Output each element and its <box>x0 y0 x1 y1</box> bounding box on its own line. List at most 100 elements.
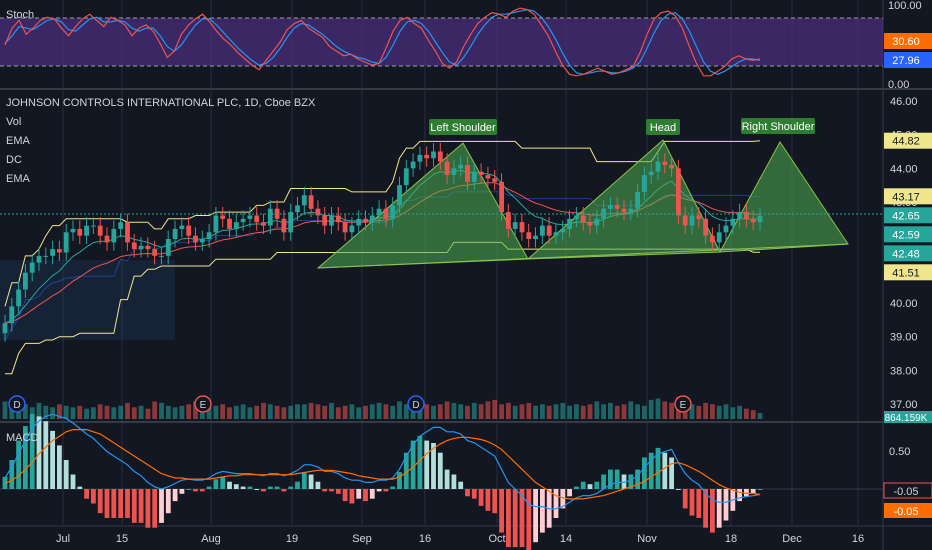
neckline[interactable] <box>317 243 849 269</box>
volume-bar <box>70 407 76 419</box>
svg-text:864.159K: 864.159K <box>885 413 928 424</box>
macd-hist-bar <box>737 489 742 502</box>
candle <box>152 240 158 265</box>
macd-hist-bar <box>478 489 484 506</box>
svg-text:-0.05: -0.05 <box>893 486 918 498</box>
candle <box>206 223 212 248</box>
macd-hist-bar <box>213 479 219 489</box>
candle <box>403 159 409 194</box>
stoch-axis[interactable]: 100.00 0.00 <box>888 0 922 91</box>
candle <box>349 217 355 241</box>
head-shape[interactable] <box>526 139 721 260</box>
candle <box>431 143 436 167</box>
right-shoulder-shape[interactable] <box>719 141 849 253</box>
candle <box>648 163 654 184</box>
pattern-label-head[interactable]: Head <box>646 119 680 135</box>
pattern-label-left-shoulder[interactable]: Left Shoulder <box>429 119 497 135</box>
macd-hist-bar <box>451 474 457 489</box>
candle <box>138 237 144 258</box>
svg-text:Head: Head <box>650 122 676 134</box>
volume-bar <box>376 402 382 419</box>
volume-bar <box>403 404 409 419</box>
time-axis-label: Dec <box>782 533 802 545</box>
pattern-label-right-shoulder[interactable]: Right Shoulder <box>741 118 815 134</box>
svg-text:41.51: 41.51 <box>892 267 920 279</box>
time-axis[interactable]: Jul 15 Aug 19 Sep 16 Oct 14 Nov 18 Dec 1… <box>56 533 864 545</box>
macd-hist-bar <box>642 457 647 489</box>
candle <box>471 163 477 191</box>
volume-bar <box>444 401 450 419</box>
candle <box>437 143 443 170</box>
macd-hist-bar <box>36 416 42 489</box>
macd-hist-bar <box>506 489 511 548</box>
volume-bar <box>247 407 253 419</box>
candle <box>57 240 62 261</box>
candle <box>465 156 470 191</box>
indicator-label-ema[interactable]: EMA <box>6 135 31 147</box>
dividend-event-marker[interactable]: D <box>8 395 26 413</box>
volume-bar <box>587 404 593 419</box>
volume-bar <box>642 405 647 419</box>
candle <box>540 217 545 245</box>
macd-hist-bar <box>131 489 137 523</box>
candle <box>376 200 382 224</box>
volume-bar <box>689 404 695 419</box>
macd-hist-bar <box>9 460 15 489</box>
candle <box>635 183 640 218</box>
price-tag: 41.51 <box>884 264 932 281</box>
macd-axis[interactable]: 0.50 -0.05 -0.05 <box>883 446 932 518</box>
candle <box>417 146 423 170</box>
macd-hist-bar <box>383 489 389 492</box>
volume-bar <box>301 404 307 419</box>
indicator-label-ema[interactable]: EMA <box>6 173 31 185</box>
stoch-value-labels: 30.60 27.96 <box>884 33 932 68</box>
volume-bar <box>111 407 117 419</box>
macd-histogram <box>2 414 763 550</box>
candle <box>601 200 606 228</box>
macd-hist-bar <box>70 474 76 489</box>
volume-bar <box>36 402 42 419</box>
candle <box>676 159 681 224</box>
svg-text:0.00: 0.00 <box>888 79 909 91</box>
volume-bar <box>363 405 368 419</box>
candle <box>159 247 164 265</box>
time-axis-label: 14 <box>560 533 572 545</box>
macd-hist-bar <box>431 443 436 489</box>
macd-hist-bar <box>97 489 103 514</box>
earnings-event-marker[interactable]: E <box>194 395 212 413</box>
dividend-event-marker[interactable]: D <box>407 395 425 413</box>
price-axis-tick: 44.00 <box>890 163 918 175</box>
volume-bar <box>601 404 606 419</box>
macd-hist-bar <box>710 489 715 533</box>
volume-bar <box>349 404 355 419</box>
volume-bar <box>118 405 124 419</box>
macd-hist-bar <box>111 489 117 518</box>
volume-bars <box>2 397 763 419</box>
candle <box>220 207 226 228</box>
candle <box>186 217 192 245</box>
macd-hist-bar <box>608 469 613 489</box>
earnings-event-marker[interactable]: E <box>674 395 692 413</box>
volume-bar <box>295 404 300 419</box>
candle <box>580 207 586 231</box>
volume-bar <box>50 407 55 419</box>
volume-bar <box>458 404 464 419</box>
macd-hist-bar <box>186 489 192 490</box>
macd-hist-bar <box>397 472 402 489</box>
candle <box>567 210 572 238</box>
macd-hist-bar <box>274 486 280 489</box>
stoch-d-line <box>4 8 761 75</box>
macd-hist-bar <box>308 474 314 489</box>
candle <box>737 203 742 228</box>
time-axis-label: Oct <box>488 533 505 545</box>
candle <box>458 156 464 177</box>
volume-bar <box>648 399 654 419</box>
candle <box>213 207 219 241</box>
macd-hist-bar <box>424 440 430 489</box>
grid <box>62 0 859 525</box>
indicator-label-dc[interactable]: DC <box>6 154 22 166</box>
macd-hist-bar <box>744 489 749 497</box>
candle <box>84 217 89 245</box>
volume-bar <box>662 401 668 419</box>
indicator-label-vol[interactable]: Vol <box>6 116 21 128</box>
